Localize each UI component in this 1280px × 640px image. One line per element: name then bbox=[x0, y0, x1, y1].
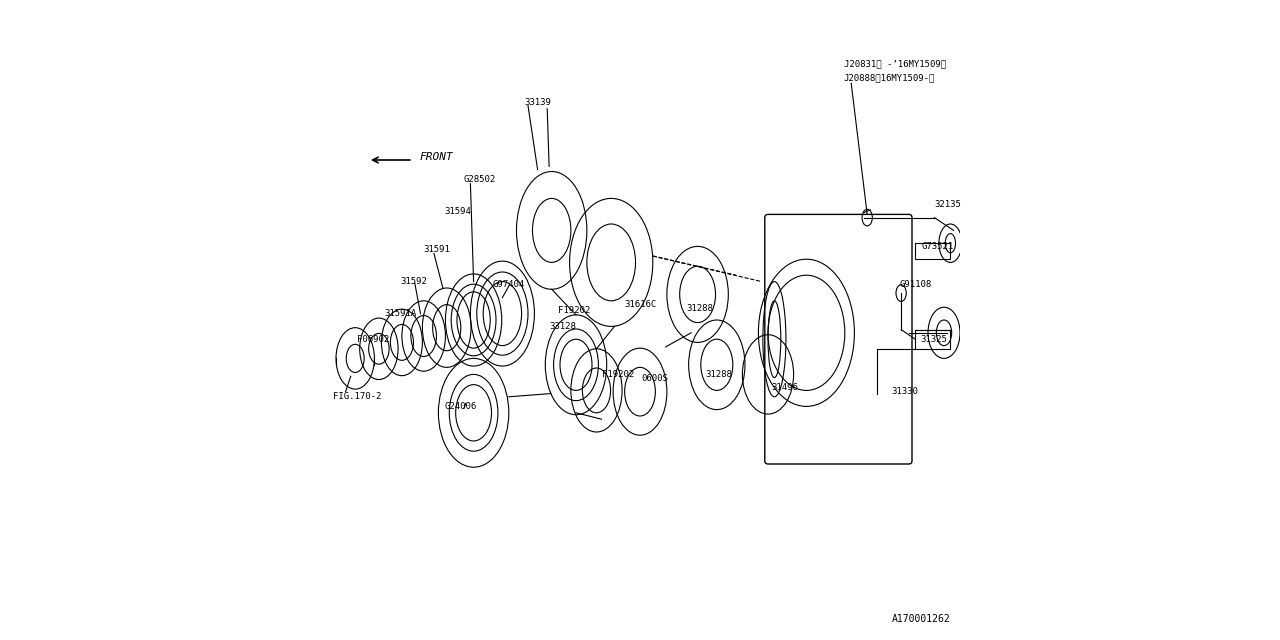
Text: 31591A: 31591A bbox=[384, 309, 416, 318]
Text: 31330: 31330 bbox=[891, 387, 918, 396]
Text: 31288: 31288 bbox=[686, 304, 713, 313]
Text: 0600S: 0600S bbox=[641, 374, 668, 383]
Text: J20831〈 -’16MY1509〉: J20831〈 -’16MY1509〉 bbox=[844, 60, 946, 68]
Text: G97404: G97404 bbox=[493, 280, 525, 289]
Text: 31288: 31288 bbox=[705, 370, 732, 379]
Text: A170001262: A170001262 bbox=[892, 614, 950, 624]
Text: G28502: G28502 bbox=[465, 175, 497, 184]
Text: 31592: 31592 bbox=[399, 277, 426, 286]
Text: 31594: 31594 bbox=[445, 207, 471, 216]
Text: F19202: F19202 bbox=[558, 306, 590, 315]
Text: 31325: 31325 bbox=[920, 335, 947, 344]
Bar bbox=[915, 330, 951, 349]
Text: 33139: 33139 bbox=[525, 98, 550, 107]
Text: 31616C: 31616C bbox=[625, 300, 657, 308]
Text: 33128: 33128 bbox=[549, 322, 576, 331]
Text: FRONT: FRONT bbox=[420, 152, 453, 162]
Text: J20888〈16MY1509-〉: J20888〈16MY1509-〉 bbox=[844, 74, 934, 83]
Text: F06902: F06902 bbox=[357, 335, 389, 344]
Text: G24006: G24006 bbox=[445, 402, 477, 411]
Bar bbox=[915, 243, 951, 259]
Text: FIG.170-2: FIG.170-2 bbox=[333, 392, 381, 401]
Text: G73521: G73521 bbox=[922, 242, 954, 251]
Text: 31496: 31496 bbox=[771, 383, 797, 392]
Text: F19202: F19202 bbox=[602, 370, 634, 379]
Text: 31591: 31591 bbox=[424, 245, 451, 254]
Text: G91108: G91108 bbox=[900, 280, 932, 289]
Text: 32135: 32135 bbox=[934, 200, 961, 209]
